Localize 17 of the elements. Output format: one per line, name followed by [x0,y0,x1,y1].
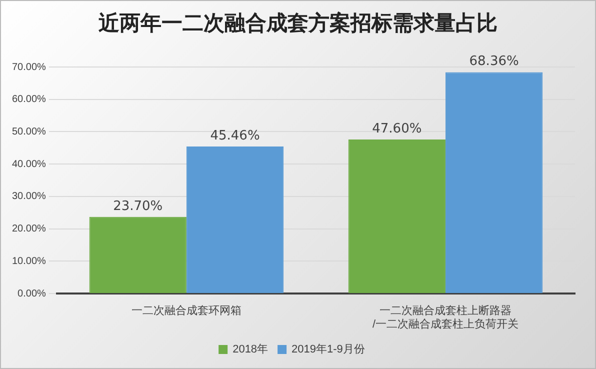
chart-title: 近两年一二次融合成套方案招标需求量占比 [98,10,498,37]
y-tick-label: 10.00% [12,256,46,267]
y-tick-label: 60.00% [12,94,46,106]
legend-label: 2018年 [232,344,268,356]
y-tick-label: 0.00% [18,288,46,300]
legend-label: 2019年1-9月份 [292,344,365,356]
y-tick-label: 20.00% [12,224,46,235]
y-tick-label: 30.00% [12,191,46,202]
x-tick-label: 一二次融合成套柱上断路器/一二次融合成套柱上负荷开关 [372,304,519,330]
data-label: 45.46% [210,128,260,144]
data-label: 68.36% [469,54,519,70]
y-tick-label: 70.00% [12,62,46,73]
data-label: 23.70% [113,198,163,214]
y-tick-label: 40.00% [12,158,46,170]
data-label: 47.60% [372,121,422,136]
x-tick-label: 一二次融合成套环网箱 [131,304,242,318]
y-tick-label: 50.00% [12,126,46,138]
